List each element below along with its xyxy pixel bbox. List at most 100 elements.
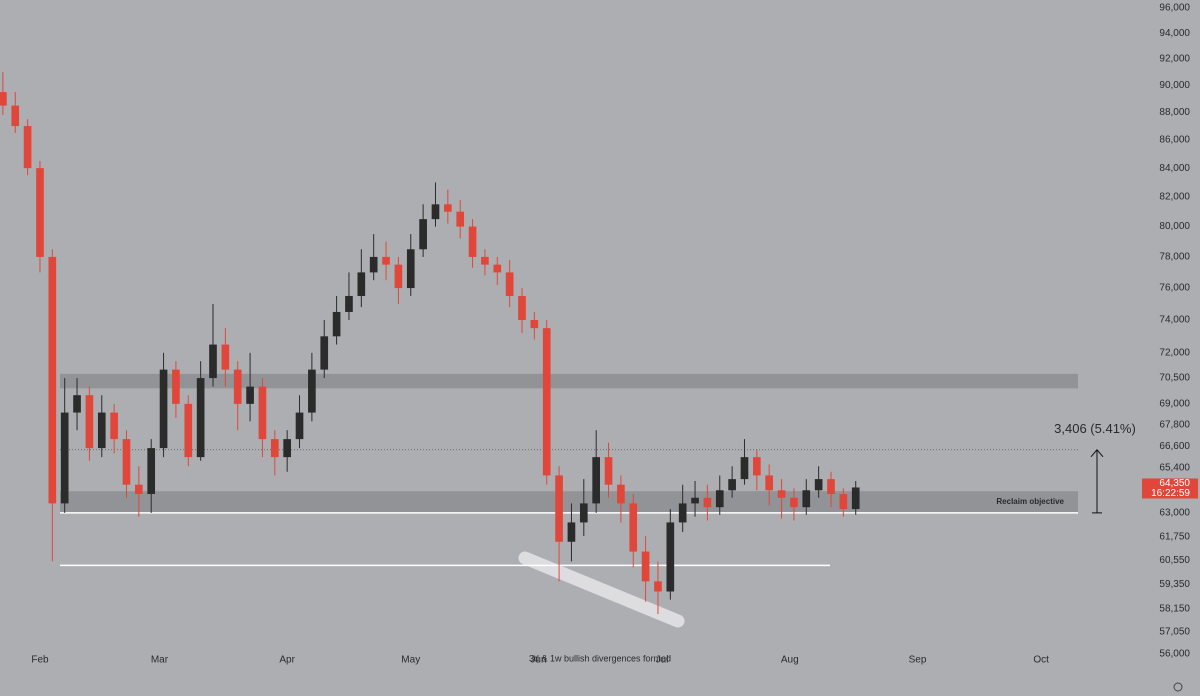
x-tick-label: Sep <box>909 655 927 666</box>
y-tick-label: 96,000 <box>1159 3 1190 14</box>
x-tick-label: Mar <box>151 655 169 666</box>
candle-body <box>666 522 675 592</box>
candle-body <box>122 439 131 485</box>
candle-body <box>827 479 835 495</box>
x-tick-label: Jun <box>530 655 546 666</box>
candle-body <box>308 369 316 413</box>
y-tick-label: 60,550 <box>1159 555 1190 566</box>
candle-body <box>431 204 440 220</box>
candle-body <box>11 105 20 127</box>
y-tick-label: 66,600 <box>1159 441 1190 452</box>
candle-body <box>703 497 712 508</box>
candle-body <box>505 272 514 296</box>
candle-body <box>851 487 860 510</box>
candle-body <box>357 272 366 296</box>
candle-body <box>320 336 329 370</box>
candle-body <box>579 503 588 523</box>
price-tag <box>1142 478 1198 499</box>
candle-body <box>740 457 749 480</box>
x-tick-label: Oct <box>1033 655 1049 666</box>
candle-body <box>110 412 118 440</box>
y-tick-label: 59,350 <box>1159 579 1190 590</box>
zone-label: Reclaim objective <box>996 497 1064 506</box>
settings-icon[interactable] <box>1173 682 1183 692</box>
countdown-label: 16:22:59 <box>1151 488 1190 499</box>
y-tick-label: 88,000 <box>1159 107 1190 118</box>
candle-body <box>48 256 57 504</box>
candle-body <box>753 457 761 476</box>
y-tick-label: 84,000 <box>1159 163 1190 174</box>
y-tick-label: 69,000 <box>1159 399 1190 410</box>
x-tick-label: Apr <box>279 655 295 666</box>
candle-body <box>654 581 662 592</box>
candle-body <box>295 412 304 440</box>
candle-body <box>542 328 551 476</box>
candle-body <box>629 503 638 552</box>
y-tick-label: 94,000 <box>1159 28 1190 39</box>
candle-body <box>406 249 415 289</box>
candle-body <box>678 503 687 523</box>
candle-body <box>617 484 625 504</box>
y-tick-label: 78,000 <box>1159 252 1190 263</box>
plot: 56,000 57,050 58,150 59,350 60,550 61,750 63,0… <box>0 3 1198 682</box>
y-tick-label: 80,000 <box>1159 221 1190 232</box>
price-tag-label: 64,350 <box>1159 478 1190 489</box>
candle-body <box>209 344 217 379</box>
x-tick-label: Feb <box>31 655 49 666</box>
candle-body <box>60 412 69 504</box>
y-tick-label: 74,000 <box>1159 315 1190 326</box>
candle-body <box>790 497 798 508</box>
candle-body <box>715 490 724 508</box>
candle-body <box>73 395 81 413</box>
candle-body <box>270 439 279 458</box>
annotation-note: 3d & 1w bullish divergences formed <box>529 653 671 663</box>
candle-body <box>147 448 156 495</box>
candle-body <box>36 168 44 257</box>
candle-body <box>468 226 477 257</box>
candle-body <box>394 264 403 289</box>
y-tick-label: 58,150 <box>1159 604 1190 615</box>
y-tick-label: 86,000 <box>1159 135 1190 146</box>
candle-body <box>135 484 143 495</box>
measure-arrowhead <box>1090 449 1104 458</box>
candle-body <box>728 479 736 491</box>
y-tick-label: 63,000 <box>1159 508 1190 519</box>
candle-body <box>172 369 180 404</box>
candle-body <box>419 219 427 250</box>
x-tick-label: May <box>401 655 420 666</box>
candle-body <box>493 264 502 273</box>
candle-body <box>567 522 576 542</box>
y-tick-label: 61,750 <box>1159 532 1190 543</box>
candle-body <box>85 395 94 449</box>
candle-body <box>233 369 242 404</box>
candle-body <box>765 475 774 491</box>
y-tick-label: 76,000 <box>1159 283 1190 294</box>
y-tick-label: 90,000 <box>1159 80 1190 91</box>
candle-body <box>221 344 230 370</box>
candle-body <box>839 494 848 510</box>
candle-body <box>196 378 205 458</box>
y-tick-label: 65,400 <box>1159 463 1190 474</box>
candle-body <box>246 386 254 404</box>
candle-body <box>641 551 650 582</box>
candle-body <box>604 457 613 485</box>
y-tick-label: 72,000 <box>1159 347 1190 358</box>
candle-body <box>0 92 7 106</box>
x-tick-label: Aug <box>781 655 799 666</box>
zone <box>60 491 1078 513</box>
x-tick-label: Jul <box>656 655 669 666</box>
candle-body <box>97 412 106 449</box>
divergence-highlight <box>518 551 685 628</box>
candle-body <box>691 497 699 504</box>
candle-body <box>369 256 378 273</box>
candle-body <box>258 386 267 440</box>
y-tick-label: 57,050 <box>1159 626 1190 637</box>
candle-body <box>332 311 341 337</box>
candle-body <box>283 439 291 458</box>
candle-body <box>777 490 786 498</box>
candle-body <box>555 475 563 542</box>
y-tick-label: 56,000 <box>1159 649 1190 660</box>
candle-body <box>382 256 390 265</box>
